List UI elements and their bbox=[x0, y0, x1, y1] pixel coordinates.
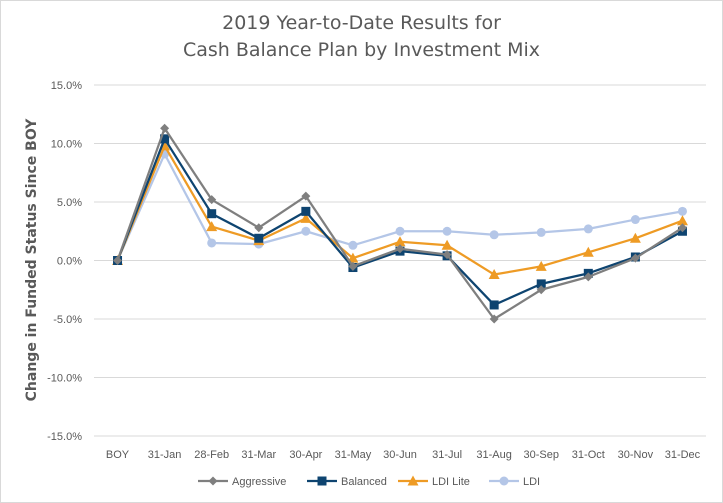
data-point bbox=[347, 252, 359, 263]
data-point bbox=[536, 227, 546, 237]
y-tick-label: 10.0% bbox=[51, 139, 82, 151]
x-tick-label: 30-Apr bbox=[289, 449, 322, 461]
series-line bbox=[116, 137, 684, 307]
y-tick-label: -15.0% bbox=[47, 431, 82, 443]
x-tick-label: 31-May bbox=[335, 449, 372, 461]
y-tick-label: -10.0% bbox=[47, 373, 82, 385]
legend-label: LDI Lite bbox=[432, 476, 470, 488]
data-point bbox=[489, 300, 499, 310]
data-point bbox=[394, 236, 406, 247]
x-tick-label: 31-Jan bbox=[148, 449, 182, 461]
data-point bbox=[676, 215, 688, 226]
data-point bbox=[583, 272, 593, 282]
x-axis-ticks: BOY 31-Jan 28-Feb 31-Mar 30-Apr 31-May 30-Jun 3… bbox=[106, 449, 701, 461]
y-tick-label: -5.0% bbox=[53, 314, 82, 326]
data-point bbox=[301, 206, 311, 216]
data-point bbox=[629, 232, 641, 243]
data-point bbox=[535, 260, 547, 271]
legend-item: Balanced bbox=[307, 476, 387, 488]
data-point bbox=[301, 191, 311, 201]
data-point bbox=[582, 246, 594, 257]
data-point bbox=[395, 226, 405, 236]
x-tick-label: 31-Dec bbox=[665, 449, 701, 461]
data-point bbox=[499, 476, 509, 486]
series-ldi-lite bbox=[112, 140, 688, 280]
data-point bbox=[677, 223, 687, 233]
series-balanced bbox=[113, 134, 687, 310]
series-group bbox=[112, 123, 688, 324]
data-point bbox=[630, 215, 640, 225]
x-tick-label: 31-Mar bbox=[241, 449, 276, 461]
data-point bbox=[536, 285, 546, 295]
data-point bbox=[407, 475, 419, 486]
legend-label: Balanced bbox=[341, 476, 387, 488]
x-tick-label: 31-Jul bbox=[432, 449, 462, 461]
data-point bbox=[677, 206, 687, 216]
legend-item: LDI Lite bbox=[398, 475, 470, 488]
data-point bbox=[160, 123, 170, 133]
data-point bbox=[254, 233, 264, 243]
data-point bbox=[207, 238, 217, 248]
y-tick-label: 5.0% bbox=[57, 197, 82, 209]
x-tick-label: 30-Sep bbox=[523, 449, 558, 461]
legend-item: Aggressive bbox=[198, 476, 286, 488]
data-point bbox=[208, 476, 218, 486]
x-tick-label: 31-Oct bbox=[572, 449, 605, 461]
y-tick-label: 15.0% bbox=[51, 80, 82, 92]
data-point bbox=[348, 261, 358, 271]
chart-title-line-2: Cash Balance Plan by Investment Mix bbox=[182, 39, 541, 61]
data-point bbox=[301, 226, 311, 236]
data-point bbox=[395, 244, 405, 254]
data-point bbox=[348, 240, 358, 250]
data-point bbox=[442, 250, 452, 260]
gridlines bbox=[94, 84, 706, 437]
data-point bbox=[206, 221, 218, 232]
x-tick-label: 28-Feb bbox=[194, 449, 229, 461]
data-point bbox=[317, 476, 327, 486]
data-point bbox=[489, 230, 499, 240]
data-point bbox=[160, 134, 170, 144]
data-point bbox=[300, 212, 312, 223]
data-point bbox=[442, 226, 452, 236]
x-tick-label: 30-Nov bbox=[618, 449, 654, 461]
legend-item: LDI bbox=[489, 476, 540, 488]
data-point bbox=[207, 195, 217, 205]
y-axis-ticks: 15.0% 10.0% 5.0% 0.0% -5.0% -10.0% -15.0% bbox=[47, 80, 82, 443]
series-aggressive bbox=[113, 123, 687, 324]
chart-title: 2019 Year-to-Date Results for Cash Balan… bbox=[0, 10, 723, 64]
data-point bbox=[536, 279, 546, 289]
x-tick-label: 30-Jun bbox=[383, 449, 417, 461]
series-ldi bbox=[113, 149, 687, 265]
y-tick-label: 0.0% bbox=[57, 256, 82, 268]
data-point bbox=[630, 253, 640, 263]
legend-label: LDI bbox=[523, 476, 540, 488]
data-point bbox=[441, 239, 453, 250]
x-tick-label: BOY bbox=[106, 449, 130, 461]
chart-title-line-1: 2019 Year-to-Date Results for bbox=[222, 12, 501, 34]
legend-label: Aggressive bbox=[232, 476, 286, 488]
data-point bbox=[207, 209, 217, 219]
data-point bbox=[489, 314, 499, 324]
y-axis-label: Change in Funded Status Since BOY bbox=[24, 118, 40, 402]
x-tick-label: 31-Aug bbox=[476, 449, 511, 461]
data-point bbox=[583, 224, 593, 234]
legend: Aggressive Balanced LDI Lite LDI bbox=[198, 475, 540, 488]
data-point bbox=[113, 256, 123, 265]
data-point bbox=[254, 223, 264, 233]
data-point bbox=[488, 269, 500, 280]
